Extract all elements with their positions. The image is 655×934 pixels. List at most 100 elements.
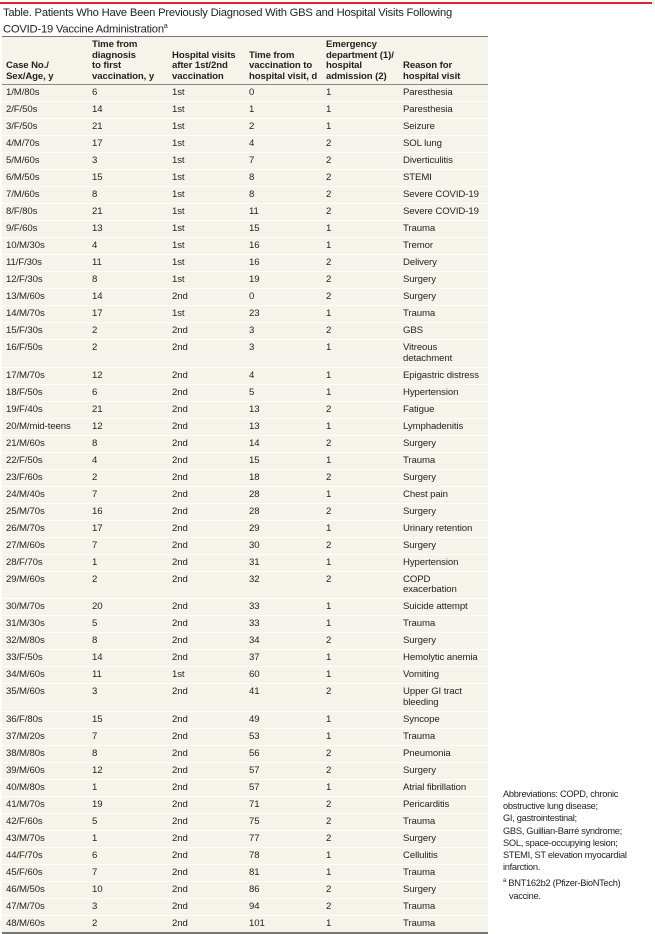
cell-days-to-visit: 1 [245, 101, 322, 119]
cell-case: 2/F/50s [2, 101, 88, 119]
cell-years-since-diagnosis: 8 [88, 744, 168, 763]
cell-ed-or-admission: 1 [322, 649, 399, 667]
data-table-container: Case No./Sex/Age, y Time from diagnosis to … [2, 36, 488, 934]
header-row: Case No./Sex/Age, y Time from diagnosis to … [2, 37, 488, 85]
cell-years-since-diagnosis: 3 [88, 152, 168, 170]
cell-visit-after-dose: 2nd [168, 383, 245, 402]
cell-visit-after-dose: 2nd [168, 434, 245, 453]
cell-ed-or-admission: 2 [322, 288, 399, 306]
cell-case: 37/M/20s [2, 727, 88, 746]
cell-visit-after-dose: 2nd [168, 778, 245, 797]
cell-ed-or-admission: 1 [322, 84, 399, 102]
cell-reason: Diverticulitis [399, 152, 488, 170]
table-row: 39/M/60s 12 2nd 57 2 Surgery [2, 761, 488, 780]
cell-ed-or-admission: 2 [322, 897, 399, 916]
cell-case: 11/F/30s [2, 254, 88, 272]
cell-years-since-diagnosis: 5 [88, 812, 168, 831]
cell-days-to-visit: 57 [245, 778, 322, 797]
footnote: a BNT162b2 (Pfizer-BioNTech) vaccine. [503, 875, 653, 902]
cell-days-to-visit: 33 [245, 598, 322, 616]
cell-reason: Hypertension [399, 553, 488, 572]
cell-years-since-diagnosis: 2 [88, 468, 168, 487]
cell-ed-or-admission: 1 [322, 914, 399, 932]
table-row: 40/M/80s 1 2nd 57 1 Atrial fibrillation [2, 778, 488, 797]
cell-days-to-visit: 56 [245, 744, 322, 763]
table-row: 35/M/60s 3 2nd 41 2 Upper GI tract bleeding [2, 683, 488, 712]
cell-reason: Surgery [399, 761, 488, 780]
cell-ed-or-admission: 2 [322, 203, 399, 221]
cell-visit-after-dose: 2nd [168, 468, 245, 487]
cell-years-since-diagnosis: 1 [88, 778, 168, 797]
cell-days-to-visit: 94 [245, 897, 322, 916]
table-row: 47/M/70s 3 2nd 94 2 Trauma [2, 897, 488, 916]
table-row: 20/M/mid-teens 12 2nd 13 1 Lymphadenitis [2, 417, 488, 436]
cell-reason: Atrial fibrillation [399, 778, 488, 797]
cell-years-since-diagnosis: 14 [88, 101, 168, 119]
cell-case: 3/F/50s [2, 118, 88, 136]
cell-days-to-visit: 30 [245, 536, 322, 555]
cell-ed-or-admission: 2 [322, 502, 399, 521]
cell-reason: Trauma [399, 863, 488, 882]
table-row: 3/F/50s 21 1st 2 1 Seizure [2, 118, 488, 136]
cell-ed-or-admission: 2 [322, 880, 399, 899]
cell-days-to-visit: 41 [245, 683, 322, 712]
cell-case: 27/M/60s [2, 536, 88, 555]
table-row: 44/F/70s 6 2nd 78 1 Cellulitis [2, 846, 488, 865]
table-row: 27/M/60s 7 2nd 30 2 Surgery [2, 536, 488, 555]
cell-case: 18/F/50s [2, 383, 88, 402]
cell-visit-after-dose: 2nd [168, 322, 245, 340]
cell-years-since-diagnosis: 17 [88, 135, 168, 153]
cell-ed-or-admission: 1 [322, 666, 399, 684]
cell-ed-or-admission: 1 [322, 383, 399, 402]
cell-visit-after-dose: 1st [168, 169, 245, 187]
cell-ed-or-admission: 1 [322, 485, 399, 504]
table-row: 13/M/60s 14 2nd 0 2 Surgery [2, 288, 488, 306]
cell-case: 15/F/30s [2, 322, 88, 340]
cell-days-to-visit: 14 [245, 434, 322, 453]
cell-ed-or-admission: 2 [322, 468, 399, 487]
table-row: 33/F/50s 14 2nd 37 1 Hemolytic anemia [2, 649, 488, 667]
cell-case: 19/F/40s [2, 400, 88, 419]
cell-reason: Suicide attempt [399, 598, 488, 616]
cell-days-to-visit: 4 [245, 366, 322, 385]
table-row: 8/F/80s 21 1st 11 2 Severe COVID-19 [2, 203, 488, 221]
footnote-marker: a [503, 878, 507, 885]
table-row: 12/F/30s 8 1st 19 2 Surgery [2, 271, 488, 289]
cell-days-to-visit: 29 [245, 519, 322, 538]
cell-case: 20/M/mid-teens [2, 417, 88, 436]
column-header-case: Case No./Sex/Age, y [2, 37, 88, 85]
table-row: 29/M/60s 2 2nd 32 2 COPD exacerbation [2, 570, 488, 599]
cell-reason: Trauma [399, 914, 488, 932]
cell-years-since-diagnosis: 1 [88, 829, 168, 848]
cell-reason: Hemolytic anemia [399, 649, 488, 667]
cell-visit-after-dose: 1st [168, 666, 245, 684]
cell-years-since-diagnosis: 19 [88, 795, 168, 814]
cell-case: 23/F/60s [2, 468, 88, 487]
cell-visit-after-dose: 2nd [168, 683, 245, 712]
cell-reason: Trauma [399, 220, 488, 238]
cell-ed-or-admission: 2 [322, 322, 399, 340]
cell-reason: Trauma [399, 305, 488, 323]
cell-ed-or-admission: 2 [322, 400, 399, 419]
cell-case: 38/M/80s [2, 744, 88, 763]
cell-reason: Surgery [399, 829, 488, 848]
cell-visit-after-dose: 2nd [168, 897, 245, 916]
cell-visit-after-dose: 2nd [168, 829, 245, 848]
cell-days-to-visit: 101 [245, 914, 322, 932]
cell-case: 31/M/30s [2, 615, 88, 633]
table-row: 14/M/70s 17 1st 23 1 Trauma [2, 305, 488, 323]
cell-visit-after-dose: 1st [168, 203, 245, 221]
cell-years-since-diagnosis: 2 [88, 322, 168, 340]
cell-visit-after-dose: 2nd [168, 914, 245, 932]
cell-ed-or-admission: 2 [322, 152, 399, 170]
cell-days-to-visit: 2 [245, 118, 322, 136]
cell-reason: Surgery [399, 502, 488, 521]
cell-case: 21/M/60s [2, 434, 88, 453]
cell-years-since-diagnosis: 12 [88, 366, 168, 385]
cell-days-to-visit: 18 [245, 468, 322, 487]
cell-reason: Vitreous detachment [399, 339, 488, 368]
cell-reason: Surgery [399, 288, 488, 306]
cell-case: 4/M/70s [2, 135, 88, 153]
cell-case: 9/F/60s [2, 220, 88, 238]
cell-ed-or-admission: 1 [322, 710, 399, 729]
